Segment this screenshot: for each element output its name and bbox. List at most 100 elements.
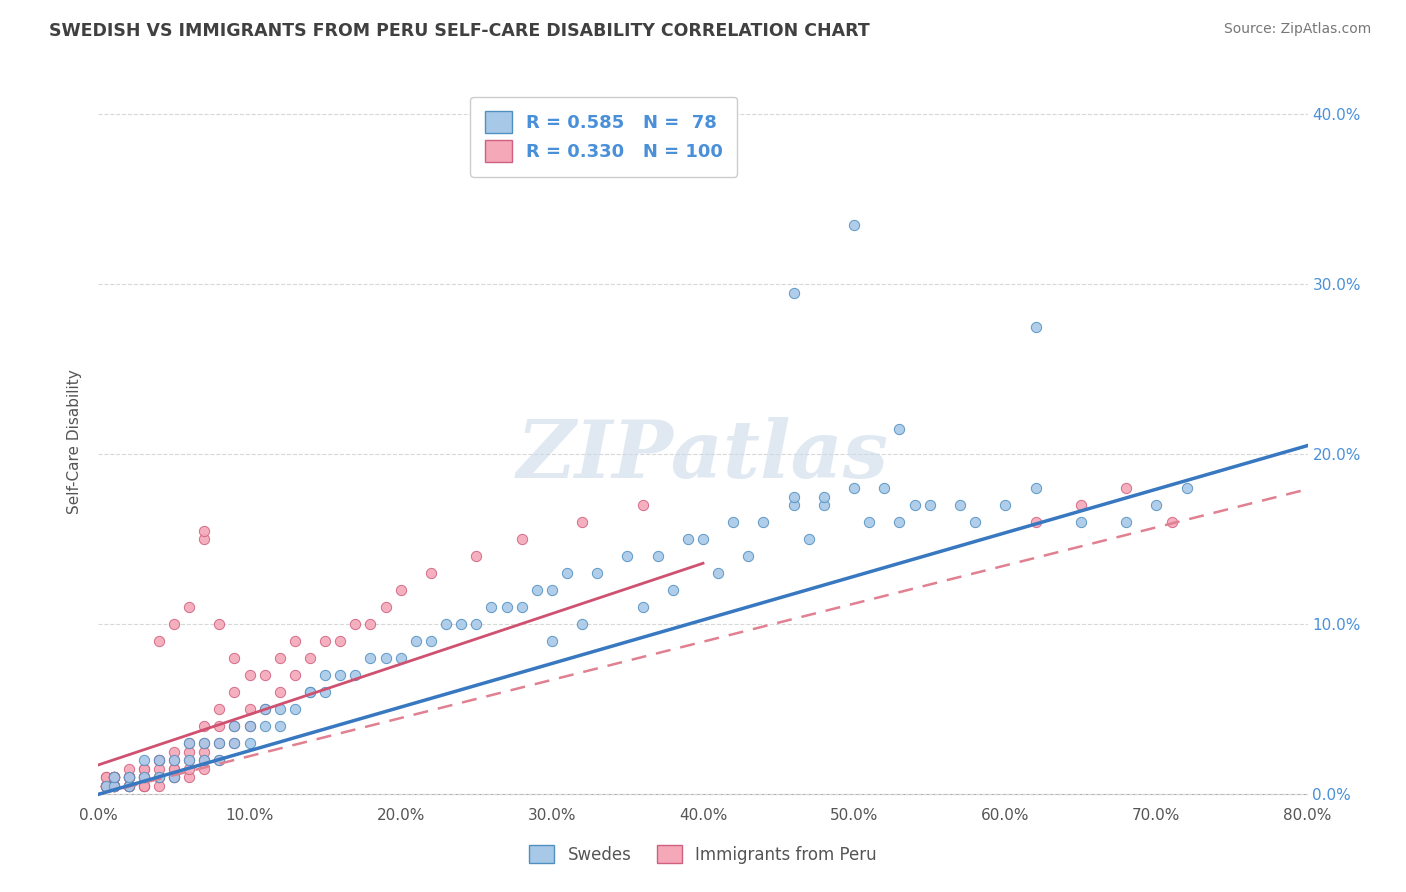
Point (132, 770, 155, 784)
Point (118, 762, 141, 776)
Point (692, 533, 714, 547)
Point (858, 516, 880, 530)
Point (844, 481, 866, 495)
Point (94, 779, 117, 793)
Point (571, 516, 593, 530)
Point (132, 779, 155, 793)
Point (555, 566, 578, 581)
Point (148, 779, 170, 793)
Point (193, 524, 215, 538)
Point (783, 490, 806, 504)
Point (904, 498, 927, 512)
Point (179, 753, 201, 767)
Point (631, 498, 654, 512)
Point (179, 753, 201, 767)
Point (405, 634, 427, 648)
Point (103, 779, 125, 793)
Point (269, 719, 291, 733)
Point (284, 634, 307, 648)
Point (949, 498, 972, 512)
Point (344, 668, 367, 682)
Point (118, 770, 141, 784)
Point (132, 762, 155, 776)
Point (103, 770, 125, 784)
Point (299, 651, 322, 665)
Point (179, 600, 201, 615)
Point (148, 753, 170, 767)
Point (208, 702, 231, 716)
Point (540, 583, 562, 598)
Point (813, 498, 835, 512)
Legend: Swedes, Immigrants from Peru: Swedes, Immigrants from Peru (523, 838, 883, 871)
Point (797, 533, 820, 547)
Point (163, 745, 186, 759)
Point (1175, 481, 1198, 495)
Point (360, 617, 382, 632)
Point (481, 600, 503, 615)
Point (148, 753, 170, 767)
Point (1144, 498, 1167, 512)
Point (374, 651, 396, 665)
Point (737, 549, 759, 564)
Point (889, 516, 911, 530)
Point (132, 779, 155, 793)
Point (118, 779, 141, 793)
Point (420, 634, 443, 648)
Point (193, 736, 215, 750)
Point (132, 779, 155, 793)
Point (94, 779, 117, 793)
Point (118, 779, 141, 793)
Point (253, 719, 276, 733)
Point (616, 549, 638, 564)
Point (253, 702, 276, 716)
Point (239, 736, 262, 750)
Point (1115, 516, 1137, 530)
Point (208, 736, 231, 750)
Point (94, 779, 117, 793)
Y-axis label: Self-Care Disability: Self-Care Disability (67, 369, 83, 514)
Point (163, 762, 186, 776)
Point (193, 533, 215, 547)
Point (224, 719, 246, 733)
Point (94, 779, 117, 793)
Point (148, 770, 170, 784)
Text: SWEDISH VS IMMIGRANTS FROM PERU SELF-CARE DISABILITY CORRELATION CHART: SWEDISH VS IMMIGRANTS FROM PERU SELF-CAR… (49, 22, 870, 40)
Point (179, 736, 201, 750)
Point (1024, 319, 1046, 334)
Point (193, 762, 215, 776)
Point (193, 753, 215, 767)
Point (103, 770, 125, 784)
Point (103, 770, 125, 784)
Point (118, 779, 141, 793)
Point (647, 549, 669, 564)
Point (193, 753, 215, 767)
Point (94, 770, 117, 784)
Point (965, 516, 987, 530)
Point (344, 617, 367, 632)
Point (179, 745, 201, 759)
Point (389, 651, 412, 665)
Point (314, 668, 336, 682)
Point (495, 600, 517, 615)
Point (783, 498, 806, 512)
Point (118, 770, 141, 784)
Point (132, 770, 155, 784)
Point (224, 651, 246, 665)
Point (103, 770, 125, 784)
Point (103, 779, 125, 793)
Point (314, 634, 336, 648)
Point (450, 617, 472, 632)
Point (1024, 481, 1046, 495)
Point (208, 753, 231, 767)
Point (510, 600, 533, 615)
Point (148, 770, 170, 784)
Point (148, 634, 170, 648)
Point (299, 685, 322, 699)
Point (179, 770, 201, 784)
Point (239, 719, 262, 733)
Point (994, 498, 1017, 512)
Point (94, 779, 117, 793)
Point (208, 617, 231, 632)
Point (103, 770, 125, 784)
Point (193, 745, 215, 759)
